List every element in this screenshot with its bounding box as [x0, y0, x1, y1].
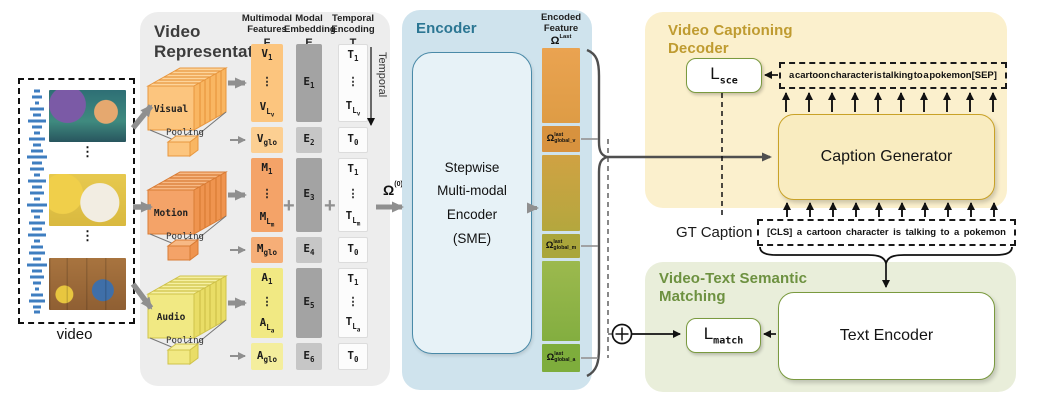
video-input-box: ⋮ ⋮: [18, 78, 135, 324]
matching-title: Video-Text Semantic Matching: [659, 270, 808, 305]
motion-global-block: Mglo: [251, 237, 283, 263]
caption-token: a: [789, 70, 795, 81]
temporal-t0-block: T0: [338, 127, 368, 153]
video-frame-2: [49, 174, 126, 226]
caption-token: talking: [882, 70, 914, 81]
match-loss-box: Lmatch: [686, 318, 761, 353]
caption-generator-box: Caption Generator: [778, 114, 995, 200]
encoded-feature-header: Encoded Feature Ω Last: [540, 12, 582, 47]
visual-features-block: V1 ⋮ VLv: [251, 44, 283, 122]
embedding-e2: E2: [296, 127, 322, 153]
pooling-label: Pooling: [166, 336, 204, 346]
embedding-e6: E6: [296, 343, 322, 370]
audio-modality-cuboid: Audio Pooling: [146, 275, 228, 365]
frame-ellipsis: ⋮: [81, 228, 94, 243]
caption-token: cartoon: [794, 70, 830, 81]
gt-token: a: [796, 227, 803, 238]
motion-modality-cuboid: Motion Pooling: [146, 171, 228, 261]
temporal-t-motion-block: T1 ⋮ TLm: [338, 158, 368, 232]
plus-operator: +: [324, 195, 336, 217]
gt-token: to: [940, 227, 950, 238]
gt-caption-underbrace: [759, 246, 1013, 266]
modal-embedding-header: Modal Embedding E: [284, 13, 336, 49]
encoded-visual-block: [542, 48, 580, 123]
gt-token: pokemon: [963, 227, 1006, 238]
video-frame-3: [49, 258, 126, 310]
temporal-encoding-header: Temporal Encoding T: [331, 13, 375, 49]
embedding-e3: E3: [296, 158, 322, 232]
embedding-e4: E4: [296, 237, 322, 263]
caption-token: pokemon[SEP]: [929, 70, 997, 81]
audio-features-block: A1 ⋮ ALa: [251, 268, 283, 338]
sce-loss-box: Lsce: [686, 58, 762, 93]
caption-token: character: [830, 70, 874, 81]
encoded-motion-block: [542, 155, 580, 231]
temporal-t-visual-block: T1 ⋮ TLv: [338, 44, 368, 122]
motion-label: Motion: [154, 208, 188, 219]
frame-ellipsis: ⋮: [81, 144, 94, 159]
gt-token: is: [893, 227, 901, 238]
encoder-title: Encoder: [416, 20, 477, 37]
gt-caption-label: GT Caption: [676, 224, 753, 241]
caption-token: is: [873, 70, 882, 81]
text-encoder-box: Text Encoder: [778, 292, 995, 380]
gt-token: talking: [905, 227, 937, 238]
gt-token: character: [845, 227, 889, 238]
video-label: video: [56, 326, 93, 343]
pooling-label: Pooling: [166, 232, 204, 242]
gt-token: [CLS]: [767, 227, 793, 238]
decoder-title: Video Captioning Decoder: [668, 22, 793, 57]
omega-zero-label: Ω (0): [383, 181, 403, 198]
circled-plus-icon: [611, 323, 633, 345]
temporal-t-audio-block: T1 ⋮ TLa: [338, 268, 368, 338]
multimodal-features-header: Multimodal Features F: [241, 13, 293, 49]
temporal-t0-block: T0: [338, 343, 368, 370]
visual-label: Visual: [154, 104, 189, 115]
visual-global-block: Vglo: [251, 127, 283, 153]
encoded-audio-block: [542, 261, 580, 341]
gt-caption-box: [CLS] a cartoon character is talking to …: [757, 219, 1016, 246]
visual-modality-cuboid: Visual Pooling: [146, 67, 228, 157]
gt-token: a: [953, 227, 960, 238]
plus-operator: +: [283, 195, 295, 217]
generated-caption-box: a cartoon character is talking to a poke…: [779, 62, 1007, 89]
temporal-axis-label: Temporal: [376, 52, 388, 98]
pooling-label: Pooling: [166, 128, 204, 138]
audio-waveform-icon: [27, 89, 47, 314]
video-frame-1: [49, 90, 126, 142]
caption-token: to: [913, 70, 923, 81]
audio-label: Audio: [157, 312, 186, 323]
representation-title: Video Representation: [154, 22, 280, 62]
motion-features-block: M1 ⋮ MLm: [251, 158, 283, 232]
embedding-e5: E5: [296, 268, 322, 338]
audio-global-block: Aglo: [251, 343, 283, 370]
gt-token: cartoon: [806, 227, 842, 238]
embedding-e1: E1: [296, 44, 322, 122]
stepwise-multimodal-encoder-box: Stepwise Multi-modal Encoder (SME): [412, 52, 532, 354]
temporal-t0-block: T0: [338, 237, 368, 263]
caption-token: a: [923, 70, 929, 81]
